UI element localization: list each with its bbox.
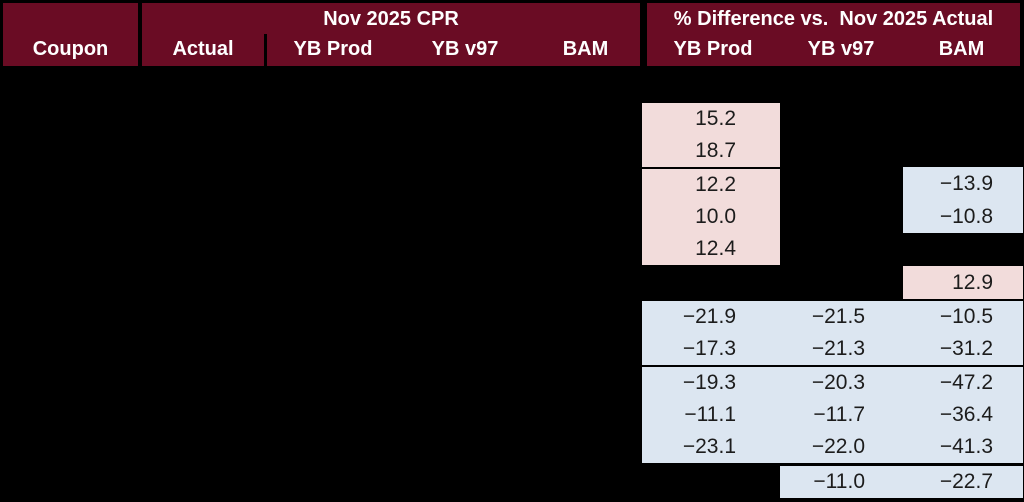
cell-ybprod-diff: −17.3 — [682, 337, 736, 360]
cell-ybprod-diff: 15.2 — [695, 107, 736, 130]
cell-bam-diff: −41.3 — [939, 435, 993, 458]
header-col-bam-diff: BAM — [938, 38, 985, 60]
header-group-nov-cpr: Nov 2025 CPR Actual YB Prod YB v97 BAM — [142, 3, 640, 66]
diff-bam-pink-block: 12.9 — [903, 266, 1023, 299]
cell-bam-diff: 12.9 — [952, 271, 993, 294]
cell-bam-diff: −13.9 — [939, 172, 993, 195]
cell-bam-diff: −10.8 — [939, 205, 993, 228]
header-col-ybprod-cpr: YB Prod — [293, 38, 373, 60]
cell-bam-diff: −47.2 — [939, 371, 993, 394]
cell-ybprod-diff: −19.3 — [682, 371, 736, 394]
cell-bam-diff: −31.2 — [939, 337, 993, 360]
cell-ybv97-diff: −20.3 — [811, 371, 865, 394]
header-col-ybv97-diff: YB v97 — [807, 38, 875, 60]
header-col-bam-cpr: BAM — [562, 38, 609, 60]
cell-ybprod-diff: 10.0 — [695, 205, 736, 228]
header-coupon-label: Coupon — [32, 38, 109, 60]
cell-ybprod-diff: −11.1 — [684, 403, 736, 426]
cell-bam-diff: −36.4 — [939, 403, 993, 426]
header-col-ybv97-cpr: YB v97 — [431, 38, 499, 60]
diff-bam-blue-block: −13.9 −10.8 — [903, 167, 1023, 233]
cell-bam-diff: −22.7 — [939, 470, 993, 493]
cell-bam-diff: −10.5 — [939, 305, 993, 328]
header-group-pct-difference: % Difference vs. Nov 2025 Actual YB Prod… — [647, 3, 1020, 66]
header-col-actual: Actual — [142, 34, 267, 66]
cell-ybv97-diff: −22.0 — [811, 435, 865, 458]
diff-all-blue-block: −21.9 −21.5 −10.5 −17.3 −21.3 −31.2 −19.… — [642, 301, 1023, 463]
header-coupon-cell: Coupon — [3, 3, 138, 66]
header-col-ybprod-diff: YB Prod — [673, 38, 753, 60]
cell-ybprod-diff: −21.9 — [682, 305, 736, 328]
cell-ybprod-diff: 18.7 — [695, 139, 736, 162]
cell-ybv97-diff: −11.0 — [813, 470, 865, 493]
cell-ybprod-diff: 12.4 — [695, 237, 736, 260]
cell-ybv97-diff: −21.5 — [811, 305, 865, 328]
cell-ybv97-diff: −11.7 — [813, 403, 865, 426]
header-title-pct-difference: % Difference vs. Nov 2025 Actual — [673, 8, 994, 30]
header-title-nov-cpr: Nov 2025 CPR — [323, 8, 459, 30]
diff-ybprod-pink-block: 15.2 18.7 12.2 10.0 12.4 — [642, 103, 780, 265]
diff-lastrow-blue-block: −11.0 −22.7 — [780, 466, 1023, 498]
cell-ybv97-diff: −21.3 — [811, 337, 865, 360]
cell-ybprod-diff: −23.1 — [682, 435, 736, 458]
cell-ybprod-diff: 12.2 — [695, 173, 736, 196]
